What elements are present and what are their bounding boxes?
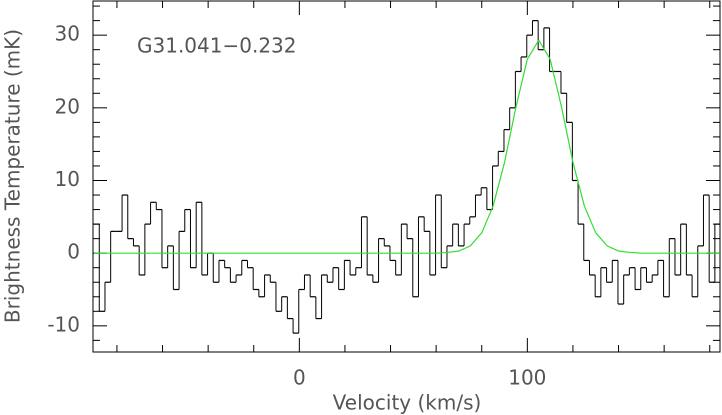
x-tick-label: 0: [293, 366, 306, 390]
chart-title: G31.041−0.232: [137, 34, 297, 58]
y-axis-label: Brightness Temperature (mK): [1, 29, 25, 323]
y-tick-label: -10: [47, 312, 80, 336]
y-tick-label: 10: [55, 167, 80, 191]
x-axis-label: Velocity (km/s): [333, 391, 482, 415]
fit-line: [94, 39, 720, 254]
y-tick-label: 30: [55, 22, 80, 46]
y-tick-label: 20: [55, 94, 80, 118]
x-tick-label: 100: [508, 366, 546, 390]
y-tick-label: 0: [67, 240, 80, 264]
plot-frame: [92, 0, 721, 353]
